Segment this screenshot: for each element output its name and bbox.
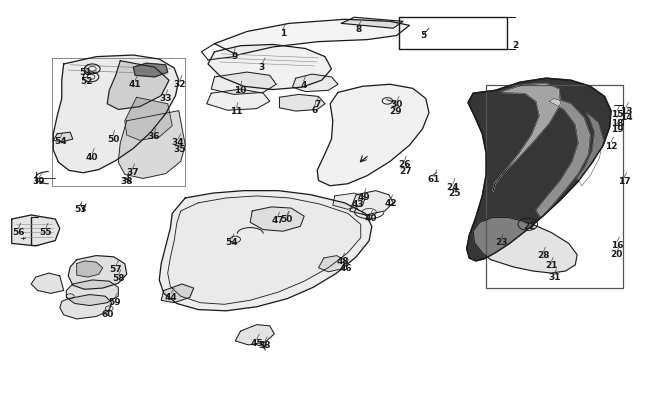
Text: 31: 31 (548, 272, 561, 281)
Text: 51: 51 (79, 68, 92, 77)
Text: 21: 21 (545, 260, 558, 269)
Text: 59: 59 (108, 297, 121, 306)
Text: 40: 40 (86, 152, 99, 161)
Polygon shape (207, 90, 270, 111)
Text: 26: 26 (398, 160, 411, 169)
Polygon shape (68, 256, 127, 290)
Text: 33: 33 (159, 94, 172, 103)
Polygon shape (292, 75, 338, 92)
Text: 42: 42 (384, 198, 397, 207)
Text: 38: 38 (258, 341, 271, 350)
Text: 16: 16 (610, 241, 623, 249)
Polygon shape (159, 191, 372, 311)
Text: 24: 24 (447, 183, 460, 192)
Polygon shape (211, 73, 276, 95)
Text: 49: 49 (358, 193, 370, 202)
Text: 61: 61 (428, 175, 441, 183)
Text: 32: 32 (174, 79, 187, 88)
Text: 15: 15 (610, 110, 623, 119)
Text: 47: 47 (271, 216, 284, 225)
Text: 11: 11 (230, 107, 243, 115)
Polygon shape (317, 85, 429, 186)
Text: 27: 27 (399, 166, 412, 175)
Text: 39: 39 (32, 176, 46, 185)
Text: 18: 18 (610, 118, 623, 127)
Text: 50: 50 (280, 215, 293, 224)
Text: 13: 13 (619, 107, 632, 115)
Polygon shape (493, 84, 560, 192)
Polygon shape (118, 111, 185, 179)
Text: 5: 5 (420, 31, 426, 40)
Text: 43: 43 (352, 199, 365, 208)
Text: 20: 20 (610, 250, 623, 259)
Polygon shape (350, 191, 393, 215)
Text: 8: 8 (356, 25, 362, 34)
Text: 19: 19 (610, 125, 623, 134)
Text: 7: 7 (315, 100, 321, 109)
Polygon shape (536, 99, 590, 218)
Text: 30: 30 (390, 100, 403, 109)
Text: 4: 4 (301, 81, 307, 90)
Text: 12: 12 (604, 141, 617, 150)
Polygon shape (125, 98, 172, 141)
Text: 17: 17 (618, 177, 630, 185)
Text: 54: 54 (226, 237, 239, 246)
Text: 56: 56 (12, 227, 25, 236)
Polygon shape (333, 194, 365, 210)
Text: 36: 36 (148, 132, 161, 141)
Text: 1: 1 (280, 29, 286, 38)
Text: 2: 2 (512, 41, 519, 50)
Text: 48: 48 (336, 257, 349, 266)
Text: 34: 34 (172, 138, 185, 147)
Polygon shape (214, 20, 410, 56)
Text: 53: 53 (74, 205, 87, 213)
Polygon shape (107, 62, 169, 110)
Text: 22: 22 (523, 222, 536, 231)
Text: 6: 6 (311, 106, 318, 115)
Text: 10: 10 (234, 86, 247, 95)
Polygon shape (280, 95, 325, 112)
Polygon shape (12, 215, 60, 246)
Text: 35: 35 (173, 145, 186, 153)
Polygon shape (473, 218, 577, 273)
Polygon shape (467, 79, 611, 261)
Text: 50: 50 (107, 134, 120, 143)
Text: 29: 29 (389, 107, 402, 115)
Polygon shape (53, 56, 179, 173)
Text: 23: 23 (495, 237, 508, 246)
Text: 9: 9 (231, 51, 238, 60)
Text: 45: 45 (250, 338, 263, 347)
Text: 41: 41 (129, 79, 142, 88)
Polygon shape (577, 113, 603, 186)
Text: 44: 44 (164, 292, 177, 301)
Text: 40: 40 (364, 213, 377, 222)
Text: 58: 58 (112, 273, 125, 282)
Polygon shape (66, 280, 118, 306)
Polygon shape (341, 18, 403, 29)
Text: 46: 46 (339, 264, 352, 273)
Text: 54: 54 (54, 136, 67, 145)
Polygon shape (235, 325, 274, 345)
Polygon shape (161, 284, 194, 303)
Text: 55: 55 (39, 227, 52, 236)
Polygon shape (168, 196, 361, 305)
Text: 38: 38 (120, 176, 133, 185)
Text: 25: 25 (448, 188, 461, 197)
Polygon shape (208, 45, 332, 90)
Polygon shape (60, 295, 112, 319)
Polygon shape (53, 133, 73, 143)
Text: 3: 3 (259, 63, 265, 72)
Text: 60: 60 (101, 309, 114, 318)
Polygon shape (31, 273, 64, 294)
Text: 14: 14 (619, 113, 632, 122)
Polygon shape (250, 207, 304, 232)
Text: 28: 28 (537, 251, 550, 260)
Text: 57: 57 (109, 265, 122, 274)
Text: 37: 37 (126, 168, 139, 177)
Text: 52: 52 (80, 77, 93, 85)
Polygon shape (133, 64, 168, 78)
Polygon shape (318, 256, 346, 272)
Polygon shape (77, 261, 103, 277)
